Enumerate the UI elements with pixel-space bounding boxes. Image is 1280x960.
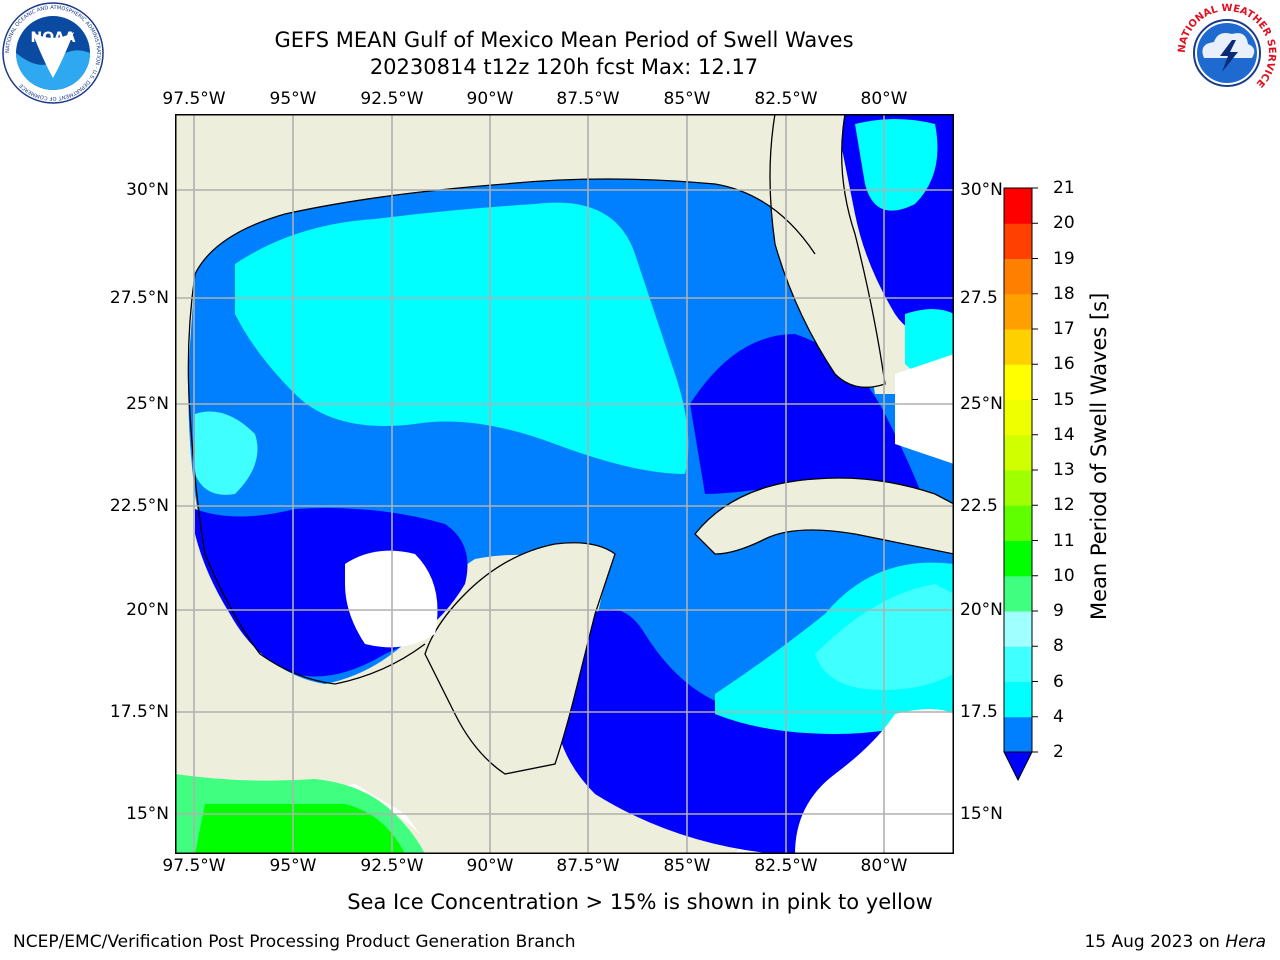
lon-tick-top-2: 92.5°W bbox=[360, 89, 424, 109]
colorbar-segment bbox=[1004, 364, 1032, 400]
land-yucatan bbox=[424, 542, 616, 775]
chart-subtitle: 20230814 t12z 120h fcst Max: 12.17 bbox=[369, 55, 759, 79]
colorbar-segment bbox=[1004, 258, 1032, 295]
colorbar-label: 20 bbox=[1053, 213, 1075, 234]
lon-tick-top-1: 95°W bbox=[269, 89, 317, 109]
colorbar-label: 6 bbox=[1053, 671, 1064, 692]
map-gridlines bbox=[175, 114, 954, 854]
lat-tick-right-0: 30°N bbox=[960, 180, 1003, 200]
colorbar-label: 14 bbox=[1053, 424, 1075, 445]
footer-credit: NCEP/EMC/Verification Post Processing Pr… bbox=[13, 932, 576, 952]
lat-tick-right-3: 22.5 bbox=[960, 496, 998, 516]
colorbar-segment bbox=[1004, 611, 1032, 647]
ocean-cyan-west bbox=[195, 411, 258, 495]
colorbar-label: 12 bbox=[1053, 495, 1075, 516]
colorbar-label: 2 bbox=[1053, 742, 1064, 762]
colorbar-segment bbox=[1004, 329, 1032, 365]
colorbar-label: 17 bbox=[1053, 319, 1075, 339]
lat-tick-left-0: 30°N bbox=[126, 180, 169, 200]
colorbar-label: 11 bbox=[1053, 530, 1075, 551]
colorbar-segment bbox=[1004, 434, 1032, 471]
lat-tick-right-4: 20°N bbox=[960, 600, 1003, 620]
lon-tick-bottom-7: 80°W bbox=[860, 856, 908, 876]
lat-tick-left-2: 25°N bbox=[126, 394, 169, 414]
chart-title: GEFS MEAN Gulf of Mexico Mean Period of … bbox=[274, 28, 854, 52]
lon-tick-bottom-4: 87.5°W bbox=[556, 856, 620, 876]
colorbar-extend-triangle bbox=[1003, 751, 1033, 782]
map-panel bbox=[175, 114, 954, 854]
footer-date-text: 15 Aug 2023 on bbox=[1084, 932, 1226, 952]
ocean-green2-pacific bbox=[195, 804, 405, 854]
land-florida bbox=[769, 114, 886, 388]
footer-date: 15 Aug 2023 on Hera bbox=[1084, 932, 1266, 952]
colorbar-segment bbox=[1004, 716, 1032, 753]
lat-tick-left-1: 27.5°N bbox=[109, 288, 169, 308]
lon-tick-bottom-5: 85°W bbox=[663, 856, 711, 876]
lon-tick-top-7: 80°W bbox=[860, 89, 908, 109]
colorbar-label: 4 bbox=[1053, 706, 1064, 727]
lon-tick-bottom-6: 82.5°W bbox=[754, 856, 818, 876]
ocean-cyan-atlantic bbox=[855, 119, 954, 378]
lon-tick-bottom-1: 95°W bbox=[269, 856, 317, 876]
footer-host: Hera bbox=[1225, 932, 1266, 952]
colorbar-label: 10 bbox=[1053, 565, 1075, 586]
lon-tick-top-3: 90°W bbox=[466, 89, 514, 109]
lat-tick-left-6: 15°N bbox=[126, 804, 169, 824]
colorbar-label: 15 bbox=[1053, 389, 1075, 410]
noaa-logo-text: NOAA bbox=[31, 30, 76, 46]
lat-tick-right-2: 25°N bbox=[960, 394, 1003, 414]
colorbar-label: 13 bbox=[1053, 460, 1075, 480]
colorbar-segment bbox=[1004, 293, 1032, 330]
colorbar-segment bbox=[1004, 188, 1032, 224]
colorbar-segment bbox=[1004, 575, 1032, 612]
colorbar-segment bbox=[1004, 470, 1032, 506]
lon-tick-bottom-2: 92.5°W bbox=[360, 856, 424, 876]
lat-tick-right-5: 17.5 bbox=[960, 702, 998, 722]
colorbar-label: 9 bbox=[1053, 601, 1064, 621]
colorbar-title: Mean Period of Swell Waves [s] bbox=[1087, 292, 1111, 620]
colorbar-segment bbox=[1004, 223, 1032, 259]
missing-data-caribbean bbox=[795, 709, 954, 854]
colorbar bbox=[1003, 187, 1038, 782]
lon-tick-top-6: 82.5°W bbox=[754, 89, 818, 109]
colorbar-label: 16 bbox=[1053, 354, 1075, 375]
colorbar-segment bbox=[1004, 646, 1032, 682]
colorbar-segment bbox=[1004, 399, 1032, 436]
lon-tick-top-4: 87.5°W bbox=[556, 89, 620, 109]
lon-tick-bottom-3: 90°W bbox=[466, 856, 514, 876]
map-frame bbox=[175, 114, 954, 854]
lat-tick-right-6: 15°N bbox=[960, 804, 1003, 824]
colorbar-label: 19 bbox=[1053, 248, 1075, 269]
lat-tick-left-5: 17.5°N bbox=[109, 702, 169, 722]
lat-tick-left-4: 20°N bbox=[126, 600, 169, 620]
colorbar-segment bbox=[1004, 681, 1032, 718]
colorbar-label: 21 bbox=[1053, 178, 1075, 198]
ocean-cyan-central bbox=[235, 202, 689, 475]
coastline-north bbox=[194, 178, 816, 275]
land-cuba bbox=[694, 477, 954, 555]
coastline-west bbox=[187, 273, 426, 685]
colorbar-label: 8 bbox=[1053, 636, 1064, 657]
lat-tick-right-1: 27.5 bbox=[960, 288, 998, 308]
ocean-blue-east bbox=[690, 334, 925, 504]
lon-tick-top-5: 85°W bbox=[663, 89, 711, 109]
noaa-logo-icon: NATIONAL OCEANIC AND ATMOSPHERIC ADMINIS… bbox=[2, 2, 104, 104]
nws-logo-icon: NATIONAL WEATHER SERVICE bbox=[1177, 3, 1277, 103]
lon-tick-top-0: 97.5°W bbox=[162, 89, 226, 109]
lat-tick-left-3: 22.5°N bbox=[109, 496, 169, 516]
missing-data-bahamas bbox=[895, 354, 954, 464]
colorbar-segment bbox=[1004, 505, 1032, 541]
colorbar-label: 18 bbox=[1053, 283, 1075, 304]
colorbar-segment bbox=[1004, 540, 1032, 577]
sea-ice-note: Sea Ice Concentration > 15% is shown in … bbox=[347, 890, 933, 914]
lon-tick-bottom-0: 97.5°W bbox=[162, 856, 226, 876]
